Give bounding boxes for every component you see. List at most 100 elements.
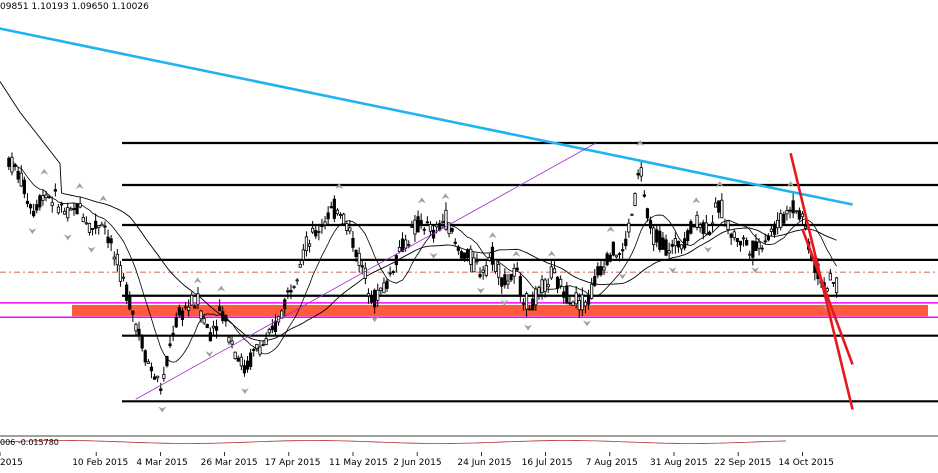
candle-body-46 bbox=[149, 366, 154, 372]
fractal-down-31 bbox=[370, 316, 379, 323]
fractal-down-17 bbox=[205, 351, 214, 358]
candle-body-110 bbox=[348, 227, 352, 232]
candle-body-132 bbox=[416, 216, 420, 233]
candle-body-63 bbox=[202, 318, 206, 324]
candle-body-47 bbox=[152, 376, 157, 380]
candle-body-149 bbox=[469, 248, 473, 265]
candle-body-175 bbox=[549, 266, 553, 279]
candle-body-234 bbox=[732, 231, 736, 239]
candle-body-127 bbox=[400, 238, 405, 252]
candle-body-72 bbox=[230, 340, 234, 345]
candle-body-7 bbox=[28, 204, 33, 209]
candle-body-211 bbox=[661, 237, 665, 250]
candle-body-4 bbox=[19, 172, 23, 187]
x-tick-label-3: 26 Mar 2015 bbox=[201, 458, 258, 468]
trendline-red-2 bbox=[801, 228, 854, 365]
candle-body-224 bbox=[701, 222, 705, 234]
fractal-up-61 bbox=[715, 181, 724, 187]
candle-body-84 bbox=[267, 329, 271, 334]
x-tick-label-2: 4 Mar 2015 bbox=[136, 458, 187, 468]
candle-body-249 bbox=[779, 213, 783, 228]
candle-body-248 bbox=[776, 219, 780, 229]
support-zone-layer bbox=[0, 302, 938, 318]
fractal-down-44 bbox=[524, 324, 533, 331]
candle-body-75 bbox=[239, 356, 243, 367]
candle-body-212 bbox=[664, 239, 668, 256]
fractal-up-8 bbox=[99, 195, 108, 202]
candles-layer bbox=[7, 152, 839, 395]
candle-body-147 bbox=[462, 252, 467, 261]
candle-body-154 bbox=[484, 265, 488, 276]
candle-body-117 bbox=[369, 296, 374, 303]
x-tick-label-6: 2 Jun 2015 bbox=[393, 458, 441, 468]
candle-body-199 bbox=[624, 238, 628, 247]
candle-body-67 bbox=[214, 326, 219, 331]
fractal-down-60 bbox=[704, 246, 712, 253]
candle-body-174 bbox=[546, 284, 550, 288]
candle-body-167 bbox=[524, 293, 529, 310]
fractals-layer bbox=[28, 140, 830, 413]
candle-body-64 bbox=[205, 323, 209, 329]
x-tick-label-5: 11 May 2015 bbox=[329, 458, 388, 468]
candle-body-53 bbox=[171, 332, 175, 337]
candle-body-17 bbox=[59, 203, 64, 206]
candle-body-161 bbox=[506, 280, 510, 285]
candle-body-71 bbox=[227, 336, 231, 343]
candle-body-61 bbox=[196, 293, 200, 305]
candle-body-11 bbox=[41, 195, 45, 201]
candle-body-158 bbox=[497, 263, 501, 278]
candle-body-176 bbox=[552, 268, 557, 274]
candle-body-253 bbox=[791, 200, 795, 214]
candle-body-29 bbox=[97, 225, 101, 228]
candle-body-164 bbox=[515, 267, 519, 271]
fractal-down-5 bbox=[63, 234, 72, 241]
candle-body-56 bbox=[180, 310, 185, 320]
candle-body-109 bbox=[345, 223, 349, 231]
candle-body-194 bbox=[608, 254, 612, 262]
candle-body-130 bbox=[410, 226, 414, 228]
moving-averages-layer bbox=[0, 81, 837, 363]
candle-body-200 bbox=[627, 222, 631, 233]
candle-body-128 bbox=[404, 239, 408, 249]
candle-body-216 bbox=[676, 240, 681, 248]
candle-body-179 bbox=[562, 291, 566, 298]
candle-body-138 bbox=[435, 224, 439, 228]
candle-body-57 bbox=[183, 306, 188, 309]
candle-body-54 bbox=[174, 317, 178, 328]
fractal-down-7 bbox=[87, 246, 96, 253]
candle-body-140 bbox=[441, 221, 445, 223]
candle-body-191 bbox=[599, 266, 603, 276]
candle-body-62 bbox=[199, 310, 203, 320]
candle-body-257 bbox=[803, 225, 808, 229]
candle-body-6 bbox=[25, 200, 30, 204]
candle-body-150 bbox=[472, 257, 476, 273]
candle-body-192 bbox=[602, 266, 606, 271]
candle-body-89 bbox=[283, 299, 287, 310]
candle-body-9 bbox=[35, 204, 39, 211]
candle-body-27 bbox=[90, 228, 95, 230]
candle-body-86 bbox=[273, 320, 278, 333]
x-tick-label-4: 17 Apr 2015 bbox=[265, 458, 321, 468]
candle-body-143 bbox=[450, 227, 454, 232]
candle-body-235 bbox=[735, 238, 739, 242]
candle-body-232 bbox=[726, 220, 730, 230]
horizontal-levels-layer bbox=[0, 141, 938, 403]
fractal-up-3 bbox=[40, 168, 49, 175]
candle-body-76 bbox=[242, 365, 247, 374]
candle-body-35 bbox=[115, 253, 119, 266]
candle-body-52 bbox=[168, 343, 172, 347]
candle-body-228 bbox=[714, 202, 718, 208]
fractal-up-67 bbox=[786, 181, 795, 187]
candle-body-227 bbox=[710, 222, 715, 225]
candle-body-153 bbox=[481, 269, 485, 273]
candle-body-239 bbox=[748, 253, 752, 256]
candle-body-136 bbox=[428, 224, 433, 232]
candle-body-151 bbox=[475, 260, 479, 263]
candle-body-93 bbox=[295, 279, 299, 282]
candle-body-41 bbox=[134, 323, 138, 332]
candle-body-169 bbox=[531, 298, 535, 311]
candle-body-2 bbox=[13, 164, 17, 168]
candle-body-23 bbox=[78, 202, 82, 208]
